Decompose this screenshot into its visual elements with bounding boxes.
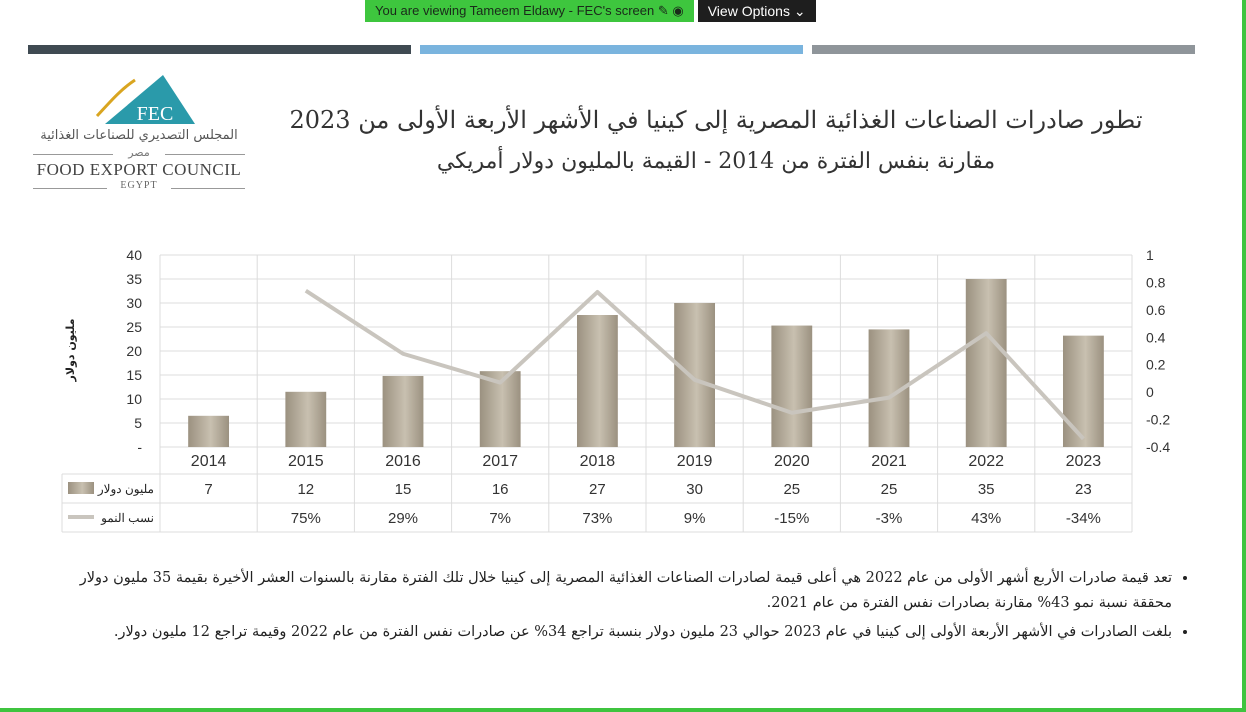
x-tick-label: 2014 — [191, 453, 227, 470]
wheat-icon — [95, 78, 136, 118]
y-axis-label: مليون دولار — [64, 319, 77, 383]
bar — [674, 303, 716, 447]
y-tick-label: 25 — [126, 319, 142, 335]
x-tick-label: 2016 — [385, 453, 421, 470]
notes-section: تعد قيمة صادرات الأربع أشهر الأولى من عا… — [45, 566, 1200, 649]
y-tick-label: 30 — [126, 295, 142, 311]
legend-line-label: نسب النمو — [100, 511, 154, 525]
screen-share-indicator: You are viewing Tameem Eldawy - FEC's sc… — [365, 0, 694, 22]
bar — [965, 279, 1007, 447]
x-tick-label: 2015 — [288, 453, 324, 470]
screen-share-bar: You are viewing Tameem Eldawy - FEC's sc… — [365, 0, 816, 22]
table-growth-cell: 75% — [291, 510, 321, 527]
x-tick-label: 2018 — [580, 453, 616, 470]
table-value-cell: 12 — [297, 481, 314, 498]
y-tick-label: 10 — [126, 391, 142, 407]
note-bullet: بلغت الصادرات في الأشهر الأربعة الأولى إ… — [45, 620, 1172, 645]
table-growth-cell: 7% — [489, 510, 511, 527]
logo-divider — [33, 154, 113, 155]
screen-share-text: You are viewing Tameem Eldawy - FEC's sc… — [375, 3, 655, 18]
y-tick-label: 35 — [126, 271, 142, 287]
table-value-cell: 35 — [978, 481, 995, 498]
logo-mark-text: FEC — [137, 103, 174, 125]
y2-tick-label: 0.6 — [1146, 302, 1166, 318]
logo-arabic-country: مصر — [128, 146, 150, 159]
bar — [1062, 335, 1104, 447]
table-growth-cell: -34% — [1066, 510, 1101, 527]
slide-title: تطور صادرات الصناعات الغذائية المصرية إل… — [286, 98, 1146, 182]
table-value-cell: 25 — [783, 481, 800, 498]
pen-icon: ✎ — [657, 3, 669, 18]
logo-divider — [165, 154, 245, 155]
fec-logo: FEC المجلس التصديري للصناعات الغذائية مص… — [25, 72, 253, 198]
x-tick-label: 2021 — [871, 453, 907, 470]
bar — [771, 325, 813, 447]
growth-line — [304, 288, 1085, 441]
chevron-down-icon: ⌄ — [793, 3, 806, 19]
y-tick-label: 15 — [126, 367, 142, 383]
bar — [285, 391, 327, 447]
x-tick-label: 2019 — [677, 453, 713, 470]
note-bullet: تعد قيمة صادرات الأربع أشهر الأولى من عا… — [45, 566, 1172, 616]
table-value-cell: 30 — [686, 481, 703, 498]
y-tick-label: - — [137, 439, 142, 455]
logo-divider — [171, 188, 245, 189]
title-line-1: تطور صادرات الصناعات الغذائية المصرية إل… — [289, 106, 1143, 134]
x-tick-label: 2022 — [968, 453, 1004, 470]
x-tick-label: 2023 — [1066, 453, 1102, 470]
logo-english-country: EGYPT — [120, 180, 158, 191]
logo-divider — [33, 188, 107, 189]
table-value-cell: 16 — [492, 481, 509, 498]
table-value-cell: 27 — [589, 481, 606, 498]
record-icon: ◉ — [672, 3, 684, 18]
table-value-cell: 25 — [881, 481, 898, 498]
table-growth-cell: 9% — [684, 510, 706, 527]
x-tick-label: 2020 — [774, 453, 810, 470]
table-value-cell: 15 — [395, 481, 412, 498]
header-stripe-gray — [812, 45, 1195, 54]
y-tick-label: 40 — [126, 247, 142, 263]
title-line-2: مقارنة بنفس الفترة من 2014 - القيمة بالم… — [436, 149, 996, 174]
y2-tick-label: -0.2 — [1146, 412, 1170, 428]
table-growth-cell: -15% — [774, 510, 809, 527]
logo-triangle — [105, 75, 195, 124]
fec-logo-mark: FEC — [95, 75, 195, 125]
table-value-cell: 7 — [204, 481, 212, 498]
y2-tick-label: 0.4 — [1146, 329, 1166, 345]
y2-tick-label: 0 — [1146, 384, 1154, 400]
y-tick-label: 5 — [134, 415, 142, 431]
table-growth-cell: 43% — [971, 510, 1001, 527]
x-tick-label: 2017 — [482, 453, 518, 470]
view-options-button[interactable]: View Options ⌄ — [697, 0, 816, 22]
y2-tick-label: 0.2 — [1146, 357, 1166, 373]
logo-arabic-name: المجلس التصديري للصناعات الغذائية — [40, 128, 238, 143]
logo-english-name: FOOD EXPORT COUNCIL — [36, 160, 242, 179]
y-tick-label: 20 — [126, 343, 142, 359]
header-stripe-blue — [420, 45, 803, 54]
view-options-label: View Options — [707, 3, 790, 19]
y2-tick-label: -0.4 — [1146, 439, 1170, 455]
table-value-cell: 23 — [1075, 481, 1092, 498]
legend-bar-label: مليون دولار — [97, 482, 154, 496]
bar — [576, 315, 618, 447]
y2-tick-label: 0.8 — [1146, 274, 1166, 290]
table-growth-cell: -3% — [876, 510, 903, 527]
bar — [382, 375, 424, 447]
legend-bar-swatch — [68, 482, 94, 494]
y2-tick-label: 1 — [1146, 247, 1154, 263]
header-stripe-dark — [28, 45, 411, 54]
table-growth-cell: 73% — [582, 510, 612, 527]
bar — [188, 415, 230, 447]
table-growth-cell: 29% — [388, 510, 418, 527]
